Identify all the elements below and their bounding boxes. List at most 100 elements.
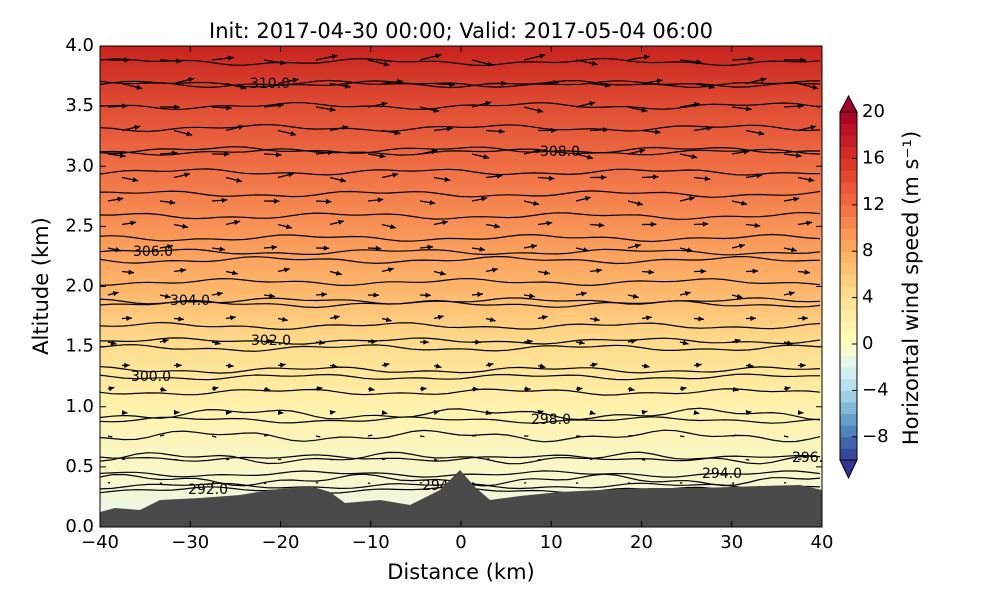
wind-arrow	[433, 458, 438, 461]
colorbar-segment	[840, 425, 857, 438]
contour-line	[100, 321, 821, 331]
wind-arrow-head	[433, 107, 440, 113]
wind-arrow-head	[425, 292, 431, 298]
contour-line	[100, 337, 821, 345]
wind-arrow-head	[271, 244, 278, 250]
wind-arrow	[263, 434, 269, 437]
x-tick-label: 40	[811, 532, 834, 553]
wind-arrow-head	[387, 267, 394, 273]
contour-line	[100, 366, 821, 374]
wind-arrow-head	[176, 362, 182, 368]
wind-arrow	[783, 435, 789, 438]
wind-arrow-head	[760, 77, 767, 83]
wind-arrow-head	[812, 84, 819, 90]
wind-arrow-head	[652, 174, 659, 180]
colorbar-tick-label: 12	[862, 194, 885, 215]
wind-arrow-head	[283, 267, 290, 273]
wind-arrow-head	[539, 53, 546, 59]
wind-arrow-head	[228, 55, 234, 61]
colorbar-extend-max	[839, 94, 858, 113]
contour-line	[100, 123, 821, 133]
x-tick-label: −20	[262, 532, 300, 553]
wind-arrow-head	[342, 125, 349, 131]
wind-arrow-head	[804, 269, 811, 275]
contour-line	[100, 168, 820, 176]
wind-arrow-head	[591, 60, 598, 66]
wind-arrow-head	[236, 177, 243, 183]
wind-arrow-head	[379, 153, 386, 159]
wind-arrow-head	[121, 409, 128, 416]
wind-arrow-head	[119, 152, 126, 159]
contour-line	[100, 451, 821, 465]
wind-arrow-head	[226, 105, 232, 111]
wind-arrow-head	[126, 315, 132, 321]
colorbar-segment	[840, 355, 857, 368]
x-tick-label: −40	[81, 532, 119, 553]
contour-line	[100, 190, 821, 198]
wind-arrow	[315, 435, 321, 438]
wind-arrow	[537, 458, 542, 461]
wind-arrow-head	[684, 291, 691, 297]
wind-arrow-head	[589, 410, 596, 416]
wind-arrow-head	[228, 363, 234, 369]
wind-arrow-head	[754, 222, 761, 228]
wind-arrow-head	[539, 363, 546, 369]
wind-arrow-head	[689, 196, 695, 202]
wind-arrow-head	[639, 148, 646, 154]
wind-arrow-head	[375, 245, 382, 251]
wind-arrow-head	[605, 82, 611, 88]
wind-arrow-head	[321, 291, 327, 298]
wind-arrow-head	[800, 362, 806, 369]
contour-label: 302.0	[251, 333, 291, 349]
contour-line	[100, 277, 821, 287]
wind-arrow-head	[337, 219, 344, 225]
wind-arrow-head	[489, 317, 496, 323]
colorbar-tick-label: 8	[862, 240, 873, 261]
wind-arrow-head	[698, 316, 704, 322]
y-tick-label: 3.5	[65, 95, 94, 116]
wind-arrow-head	[637, 200, 643, 206]
wind-arrow-head	[188, 77, 195, 83]
wind-arrow-head	[124, 362, 130, 369]
wind-arrow-head	[810, 124, 817, 130]
wind-arrow-head	[788, 291, 795, 297]
wind-arrow-head	[634, 243, 641, 249]
wind-arrow-head	[494, 223, 501, 229]
wind-arrow-head	[654, 129, 661, 135]
wind-arrow-head	[383, 61, 390, 67]
wind-arrow-head	[529, 293, 535, 299]
colorbar-segment	[840, 112, 857, 125]
x-tick-label: −10	[352, 532, 390, 553]
wind-arrow-head	[112, 291, 119, 297]
contour-line	[100, 373, 820, 381]
wind-arrow-head	[481, 196, 488, 202]
wind-arrow-head	[531, 243, 537, 250]
contour-line	[100, 233, 821, 243]
wind-arrow-head	[646, 315, 652, 321]
colorbar-label: Horizontal wind speed (m s⁻¹)	[899, 131, 923, 445]
wind-arrow-head	[420, 386, 427, 392]
wind-arrow-head	[632, 293, 639, 299]
wind-arrow-head	[479, 246, 486, 252]
wind-arrow-head	[435, 363, 442, 369]
colorbar-segment	[840, 251, 857, 264]
colorbar-segment	[840, 274, 857, 287]
colorbar-segment	[840, 158, 857, 171]
colorbar-segment	[840, 239, 857, 252]
wind-arrow-head	[276, 152, 282, 158]
wind-arrow-head	[186, 131, 193, 137]
x-tick-label: 30	[720, 532, 743, 553]
wind-arrow-head	[578, 339, 585, 346]
x-tick-label: −30	[171, 532, 209, 553]
wind-arrow-head	[162, 338, 169, 344]
wind-arrow-head	[596, 268, 602, 274]
wind-arrow-head	[344, 83, 351, 89]
wind-arrow-head	[277, 102, 284, 108]
wind-arrow-head	[496, 173, 503, 179]
wind-arrow-head	[693, 409, 700, 416]
wind-arrow-head	[212, 386, 219, 392]
contour-label: 292.0	[188, 482, 228, 498]
wind-arrow-head	[333, 315, 340, 321]
colorbar-segment	[840, 146, 857, 159]
